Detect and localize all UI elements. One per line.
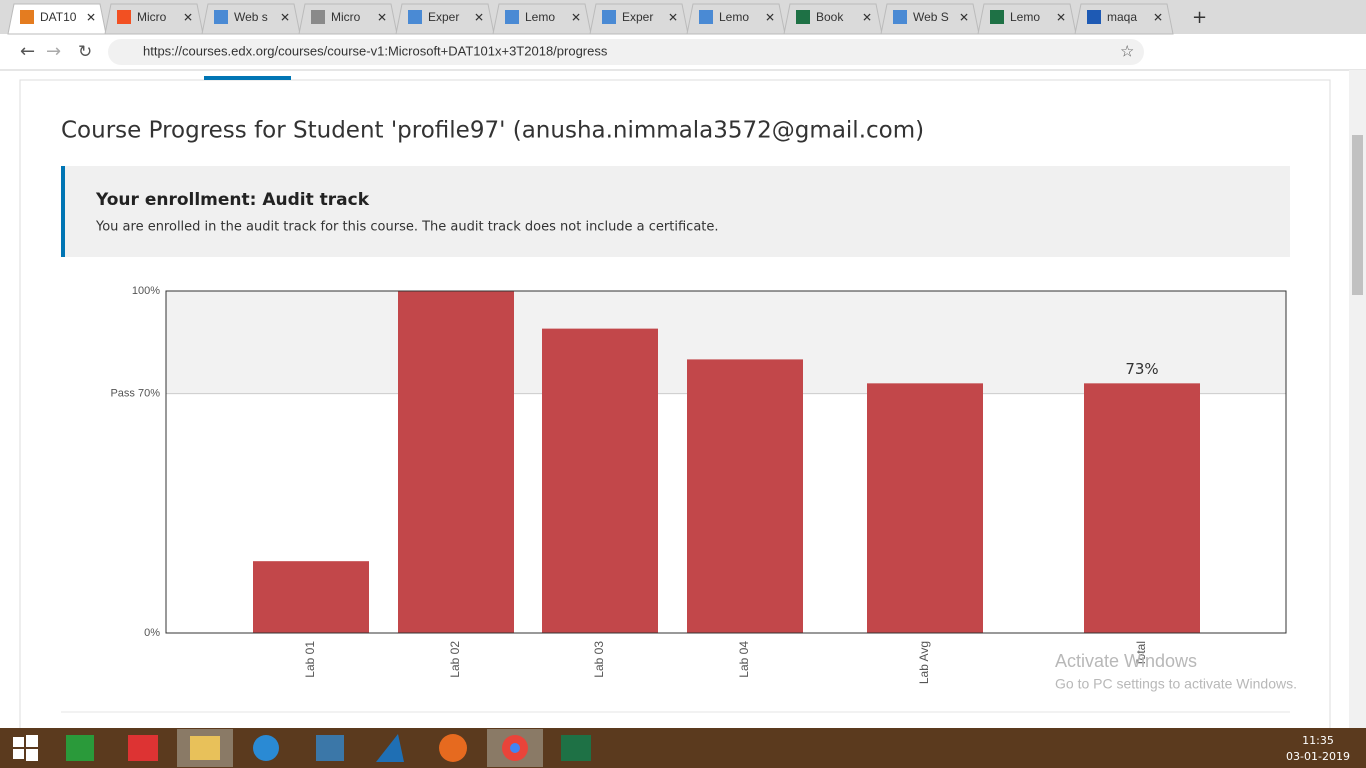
tab-icon	[1087, 10, 1101, 24]
tab-close[interactable]: ✕	[862, 11, 872, 25]
shark-icon[interactable]	[376, 734, 404, 762]
tab-title: DAT10	[40, 10, 77, 24]
y-tick-label: 0%	[144, 627, 160, 639]
bar	[542, 328, 658, 633]
tab-close[interactable]: ✕	[1056, 11, 1066, 25]
clock-time: 11:35	[1302, 734, 1334, 747]
bookmark-star[interactable]: ☆	[1120, 42, 1134, 61]
enrollment-text: You are enrolled in the audit track for …	[95, 220, 719, 235]
tab-icon	[408, 10, 422, 24]
tab-title: Lemo	[525, 10, 555, 24]
tab-icon	[990, 10, 1004, 24]
tab-title: Web S	[913, 10, 949, 24]
tab-title: maqa	[1107, 10, 1137, 24]
x-tick-label: Lab 04	[737, 641, 751, 678]
x-tick-label: Lab Avg	[917, 641, 931, 684]
tab-title: Exper	[622, 10, 653, 24]
tab-title: Micro	[137, 10, 167, 24]
tab-close[interactable]: ✕	[668, 11, 678, 25]
x-tick-label: Lab 03	[592, 641, 606, 678]
bar	[867, 383, 983, 633]
tab-icon	[699, 10, 713, 24]
enrollment-accent	[61, 166, 65, 257]
tab-close[interactable]: ✕	[183, 11, 193, 25]
tab-title: Lemo	[1010, 10, 1040, 24]
tab-icon	[214, 10, 228, 24]
tab-title: Exper	[428, 10, 459, 24]
start-button[interactable]	[13, 735, 38, 761]
clock-date: 03-01-2019	[1286, 750, 1350, 763]
firefox-icon[interactable]	[439, 734, 467, 762]
watermark-title: Activate Windows	[1055, 651, 1197, 671]
bar	[398, 291, 514, 633]
app-icon[interactable]	[128, 735, 158, 761]
tab-title: Web s	[234, 10, 268, 24]
tab-close[interactable]: ✕	[1153, 11, 1163, 25]
tab-icon	[20, 10, 34, 24]
value-label: 73%	[1125, 360, 1158, 378]
back-button[interactable]: ←	[20, 41, 35, 62]
tab-icon	[893, 10, 907, 24]
tab-close[interactable]: ✕	[571, 11, 581, 25]
scrollbar-thumb[interactable]	[1352, 135, 1363, 295]
y-tick-label: Pass 70%	[110, 388, 160, 400]
forward-button[interactable]: →	[46, 41, 61, 62]
x-tick-label: Total	[1134, 641, 1148, 666]
tab-close[interactable]: ✕	[474, 11, 484, 25]
tab-close[interactable]: ✕	[86, 11, 96, 25]
active-tab-underline	[204, 76, 291, 80]
url: https://courses.edx.org/courses/course-v…	[143, 43, 608, 58]
enrollment-heading: Your enrollment: Audit track	[95, 190, 370, 210]
y-tick-label: 100%	[132, 285, 160, 297]
bar	[687, 359, 803, 633]
plot-border	[165, 290, 1287, 634]
tab-close[interactable]: ✕	[377, 11, 387, 25]
folder	[190, 736, 220, 760]
tab-icon	[505, 10, 519, 24]
new-tab[interactable]: +	[1192, 7, 1207, 28]
store-icon[interactable]	[66, 735, 94, 761]
chrome-center	[510, 743, 520, 753]
ie-icon[interactable]	[253, 735, 279, 761]
enrollment-box	[61, 166, 1290, 257]
x-tick-label: Lab 02	[448, 641, 462, 678]
reload-button[interactable]: ↻	[78, 42, 92, 62]
chart: 0% Pass 70% 100% Lab 01 Lab 02 Lab 03 Lab 04 La…	[110, 285, 1287, 684]
x-tick-label: Lab 01	[303, 641, 317, 678]
tab-icon	[117, 10, 131, 24]
tab-close[interactable]: ✕	[280, 11, 290, 25]
page-title: Course Progress for Student 'profile97' …	[61, 118, 924, 144]
excel-icon[interactable]	[561, 735, 591, 761]
tab-icon	[796, 10, 810, 24]
tab-close[interactable]: ✕	[959, 11, 969, 25]
address-bar[interactable]	[108, 39, 1144, 65]
tab-close[interactable]: ✕	[765, 11, 775, 25]
tab-icon	[311, 10, 325, 24]
bar	[253, 561, 369, 633]
tab-title: Book	[816, 10, 844, 24]
tab-title: Lemo	[719, 10, 749, 24]
python-icon[interactable]	[316, 735, 344, 761]
watermark-text: Go to PC settings to activate Windows.	[1055, 676, 1297, 692]
bar	[1084, 383, 1200, 633]
tab-title: Micro	[331, 10, 361, 24]
tab-icon	[602, 10, 616, 24]
